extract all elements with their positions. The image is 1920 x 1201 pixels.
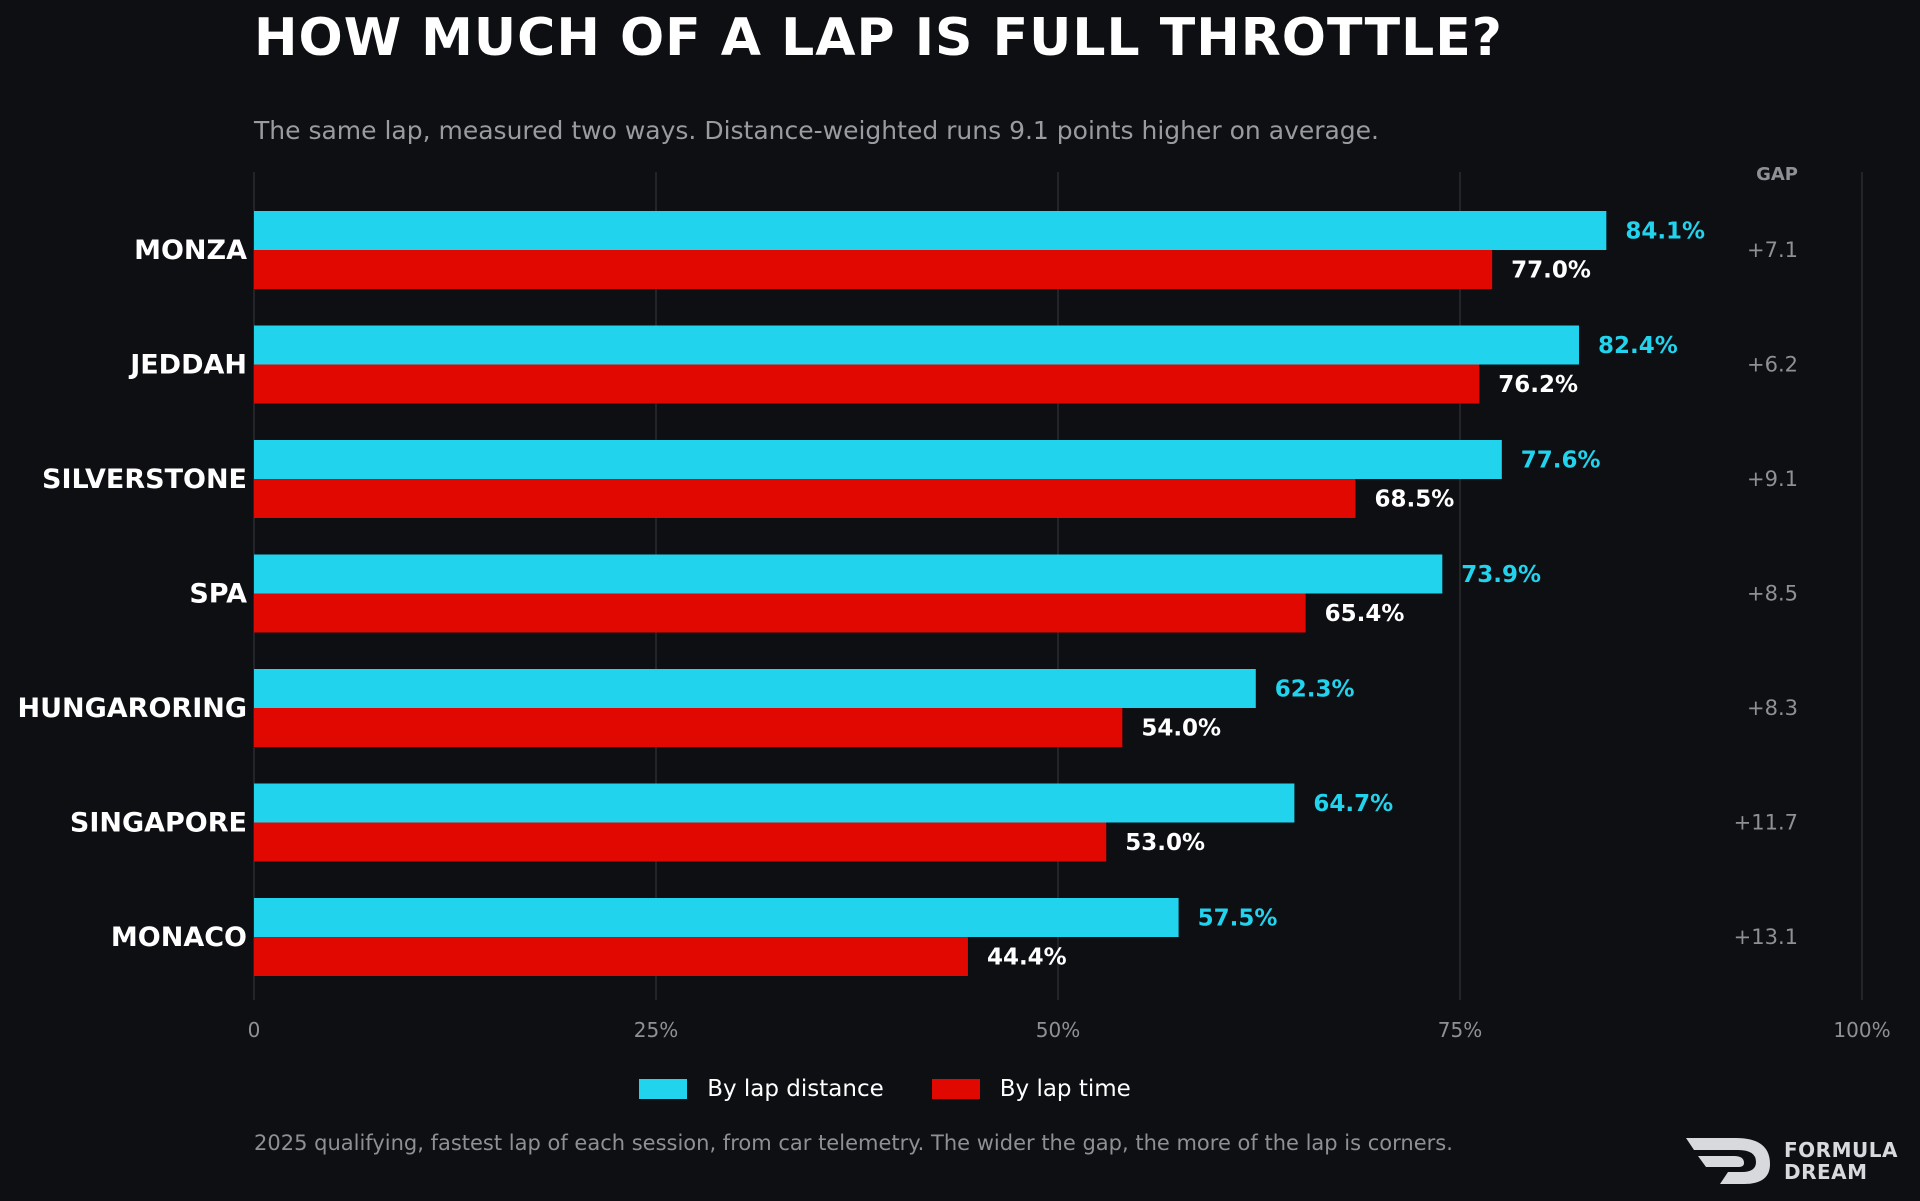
category-label: MONZA (134, 235, 247, 266)
logo-line-1: FORMULA (1784, 1138, 1898, 1162)
data-label-distance: 84.1% (1625, 219, 1705, 245)
x-tick-label: 50% (1036, 1018, 1080, 1042)
legend-swatch-time (931, 1079, 980, 1099)
x-tick-label: 75% (1438, 1018, 1482, 1042)
gap-value: +11.7 (1734, 811, 1798, 835)
data-label-time: 76.2% (1498, 372, 1578, 398)
chart-title: HOW MUCH OF A LAP IS FULL THROTTLE? (254, 8, 1503, 68)
legend-swatch-distance (639, 1079, 688, 1099)
bar-distance (254, 783, 1295, 823)
bar-distance (254, 669, 1256, 708)
bar-time (254, 708, 1123, 747)
data-label-time: 77.0% (1511, 258, 1591, 284)
bar-chart: 0 25% 50% 75% 100% GAP MONZA 84.1% 77.0% +7.1 JEDD… (17, 164, 1890, 1042)
bar-distance (254, 325, 1579, 365)
data-label-distance: 57.5% (1198, 906, 1278, 932)
x-tick-label: 25% (634, 1018, 678, 1042)
gap-value: +8.3 (1747, 696, 1798, 720)
bar-distance (254, 554, 1443, 594)
gap-value: +7.1 (1747, 238, 1798, 262)
gap-value: +8.5 (1747, 582, 1798, 606)
gap-value: +9.1 (1747, 467, 1798, 491)
gap-value: +13.1 (1734, 925, 1798, 949)
gap-header: GAP (1756, 164, 1798, 185)
legend-item-time: By lap time (931, 1076, 1131, 1102)
category-label: SINGAPORE (70, 808, 247, 839)
data-label-distance: 73.9% (1461, 562, 1541, 588)
category-label: MONACO (111, 922, 247, 953)
bar-distance (254, 211, 1607, 250)
formula-dream-logo: FORMULA DREAM (1684, 1134, 1898, 1188)
logo-line-2: DREAM (1784, 1160, 1868, 1184)
bar-time (254, 822, 1107, 862)
bar-distance (254, 898, 1179, 937)
category-label: HUNGARORING (17, 693, 247, 724)
logo-wordmark: FORMULA DREAM (1784, 1139, 1898, 1183)
category-label: JEDDAH (128, 350, 247, 381)
legend: By lap distance By lap time (0, 1076, 1770, 1102)
x-tick-label: 0 (248, 1018, 261, 1042)
footnote: 2025 qualifying, fastest lap of each ses… (254, 1131, 1453, 1155)
data-label-time: 44.4% (987, 945, 1067, 971)
legend-label-time: By lap time (999, 1076, 1131, 1102)
data-label-distance: 64.7% (1313, 791, 1393, 817)
bar-time (254, 364, 1480, 404)
bar-time (254, 937, 968, 976)
data-label-time: 54.0% (1141, 716, 1221, 742)
bar-time (254, 479, 1356, 518)
data-label-distance: 82.4% (1598, 333, 1678, 359)
x-tick-label: 100% (1833, 1018, 1890, 1042)
legend-item-distance: By lap distance (639, 1076, 884, 1102)
category-label: SPA (189, 579, 247, 610)
data-label-time: 68.5% (1374, 487, 1454, 513)
data-label-distance: 77.6% (1521, 448, 1601, 474)
chart-subtitle: The same lap, measured two ways. Distanc… (254, 116, 1379, 145)
formula-dream-logo-icon (1686, 1138, 1770, 1184)
data-label-time: 65.4% (1325, 601, 1405, 627)
data-label-distance: 62.3% (1275, 677, 1355, 703)
legend-label-distance: By lap distance (707, 1076, 884, 1102)
data-label-time: 53.0% (1125, 830, 1205, 856)
bar-distance (254, 440, 1502, 479)
bar-time (254, 593, 1306, 633)
category-label: SILVERSTONE (42, 464, 247, 495)
bar-time (254, 250, 1493, 289)
gap-value: +6.2 (1747, 353, 1798, 377)
